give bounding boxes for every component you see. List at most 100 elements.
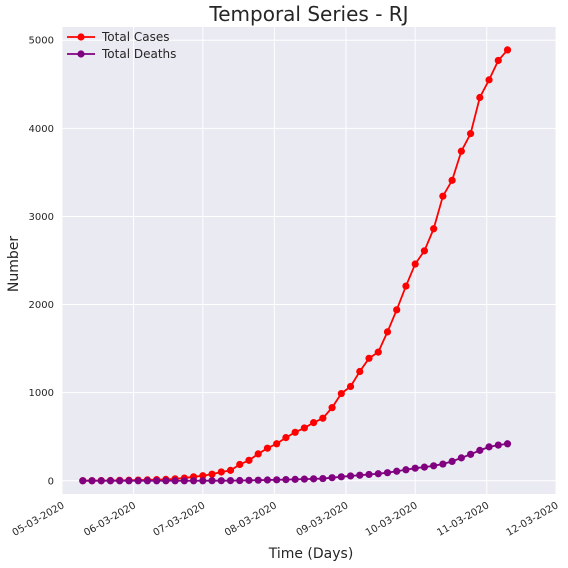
data-point bbox=[393, 467, 401, 475]
data-point bbox=[476, 446, 484, 454]
data-point bbox=[457, 454, 465, 462]
data-point bbox=[383, 469, 392, 477]
x-tick-label: 07-03-2020 bbox=[151, 500, 207, 539]
x-tick-label: 10-03-2020 bbox=[364, 500, 420, 539]
legend-marker bbox=[77, 33, 85, 41]
data-point bbox=[356, 471, 364, 479]
data-point bbox=[420, 247, 429, 255]
data-point bbox=[319, 414, 327, 422]
data-point bbox=[402, 466, 410, 474]
y-axis: 0 1000 2000 3000 4000 5000 bbox=[29, 36, 54, 488]
data-point bbox=[134, 477, 142, 485]
data-point bbox=[337, 389, 345, 398]
data-point bbox=[457, 147, 465, 155]
x-tick-label: 09-03-2020 bbox=[295, 500, 351, 539]
y-axis-title: Number bbox=[6, 236, 22, 292]
data-point bbox=[448, 457, 456, 465]
data-point bbox=[448, 176, 456, 184]
data-point bbox=[208, 470, 216, 478]
data-point bbox=[346, 382, 355, 391]
data-point bbox=[346, 472, 355, 480]
x-tick-label: 12-03-2020 bbox=[505, 500, 561, 539]
data-point bbox=[439, 192, 447, 200]
y-tick-label: 4000 bbox=[29, 124, 54, 135]
data-point bbox=[494, 441, 502, 449]
legend-label: Total Deaths bbox=[101, 47, 176, 61]
data-point bbox=[88, 477, 96, 485]
data-point bbox=[485, 76, 493, 84]
data-point bbox=[273, 440, 281, 448]
data-point bbox=[430, 462, 438, 470]
data-point bbox=[374, 470, 382, 478]
data-point bbox=[106, 477, 115, 485]
x-tick-label: 06-03-2020 bbox=[82, 500, 138, 539]
data-point bbox=[476, 93, 484, 102]
data-point bbox=[143, 477, 152, 485]
data-point bbox=[199, 472, 207, 480]
legend-label: Total Cases bbox=[101, 30, 169, 44]
data-point bbox=[282, 434, 290, 442]
data-point bbox=[236, 460, 244, 469]
data-point bbox=[393, 306, 401, 314]
legend: Total Cases Total Deaths bbox=[67, 30, 176, 61]
data-point bbox=[208, 477, 216, 485]
series-layer bbox=[79, 46, 512, 485]
data-point bbox=[430, 225, 438, 233]
data-point bbox=[189, 477, 198, 485]
data-point bbox=[180, 477, 188, 485]
data-point bbox=[356, 367, 364, 376]
chart-title: Temporal Series - RJ bbox=[208, 2, 408, 26]
data-point bbox=[245, 456, 253, 464]
data-point bbox=[125, 477, 133, 485]
legend-item: Total Deaths bbox=[67, 47, 176, 61]
data-point bbox=[282, 476, 290, 484]
data-point bbox=[310, 475, 318, 483]
data-point bbox=[494, 56, 502, 65]
data-point bbox=[503, 46, 512, 54]
data-point bbox=[199, 477, 207, 485]
data-point bbox=[217, 477, 225, 485]
data-point bbox=[79, 477, 87, 485]
data-point bbox=[402, 282, 410, 290]
data-point bbox=[365, 470, 373, 479]
y-tick-label: 1000 bbox=[29, 388, 54, 399]
data-point bbox=[411, 260, 419, 268]
data-point bbox=[236, 476, 244, 485]
data-point bbox=[485, 443, 493, 451]
data-point bbox=[263, 444, 272, 452]
legend-marker bbox=[77, 50, 85, 58]
data-point bbox=[226, 466, 235, 474]
data-point bbox=[254, 450, 262, 458]
data-point bbox=[328, 474, 336, 482]
grid bbox=[61, 27, 557, 494]
plot-area bbox=[62, 27, 556, 494]
data-point bbox=[97, 477, 105, 485]
data-point bbox=[503, 440, 512, 448]
data-point bbox=[300, 424, 308, 432]
x-tick-label: 05-03-2020 bbox=[11, 500, 67, 539]
y-tick-label: 0 bbox=[48, 476, 54, 487]
data-point bbox=[411, 464, 419, 472]
y-tick-label: 3000 bbox=[29, 212, 54, 223]
data-point bbox=[420, 463, 429, 471]
data-point bbox=[245, 476, 253, 484]
data-point bbox=[374, 348, 382, 356]
data-point bbox=[254, 476, 262, 484]
data-point bbox=[162, 477, 170, 485]
x-tick-label: 11-03-2020 bbox=[435, 500, 491, 539]
data-point bbox=[291, 428, 299, 436]
y-tick-label: 2000 bbox=[29, 300, 54, 311]
data-point bbox=[217, 468, 225, 476]
data-point bbox=[171, 477, 179, 485]
x-tick-label: 08-03-2020 bbox=[223, 500, 279, 539]
x-axis-title: Time (Days) bbox=[268, 546, 354, 562]
x-axis: 05-03-2020 06-03-2020 07-03-2020 08-03-2020… bbox=[11, 500, 561, 539]
y-tick-label: 5000 bbox=[29, 36, 54, 47]
data-point bbox=[263, 476, 272, 484]
data-point bbox=[291, 475, 299, 483]
data-point bbox=[328, 404, 336, 412]
data-point bbox=[116, 477, 124, 485]
data-point bbox=[310, 419, 318, 427]
data-point bbox=[383, 328, 392, 336]
